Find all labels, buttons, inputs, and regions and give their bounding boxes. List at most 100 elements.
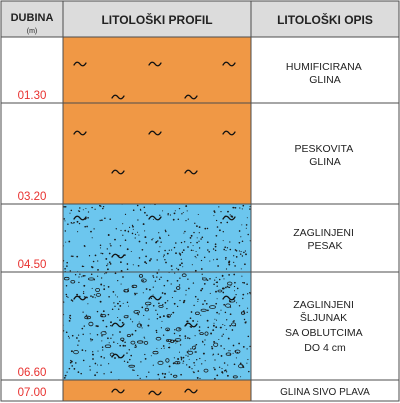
- depth-label-layer-1: 01.30: [18, 90, 47, 102]
- sand-grain: [226, 319, 228, 321]
- sand-grain: [168, 365, 171, 368]
- sand-grain: [83, 291, 85, 293]
- sand-grain: [67, 223, 69, 226]
- sand-grain: [242, 293, 245, 296]
- sand-grain: [152, 304, 155, 307]
- sand-grain: [192, 319, 195, 322]
- sand-grain: [228, 260, 231, 263]
- sand-grain: [229, 214, 231, 216]
- sand-grain: [209, 292, 211, 294]
- sand-grain: [234, 249, 237, 251]
- sand-grain: [146, 305, 148, 307]
- sand-grain: [244, 250, 247, 252]
- sand-grain: [213, 368, 216, 371]
- sand-grain: [112, 291, 115, 293]
- sand-grain: [210, 332, 213, 335]
- depth-label-layer-3: 04.50: [18, 259, 47, 271]
- sand-grain: [92, 260, 95, 263]
- sand-grain: [90, 340, 92, 342]
- sand-grain: [129, 358, 131, 361]
- clay-wave-symbol: [222, 130, 236, 136]
- sand-grain: [107, 313, 110, 316]
- pebble: [70, 280, 76, 284]
- sand-grain: [176, 305, 179, 308]
- sand-grain: [143, 314, 145, 317]
- sand-grain: [80, 372, 82, 375]
- sand-grain: [214, 318, 216, 320]
- sand-grain: [145, 288, 148, 290]
- pebble: [131, 284, 138, 288]
- sand-grain: [116, 296, 118, 298]
- sand-grain: [117, 316, 119, 319]
- pebble: [232, 375, 238, 379]
- sand-grain: [170, 283, 172, 285]
- sand-grain: [190, 242, 192, 244]
- sand-grain: [203, 256, 206, 259]
- sand-grain: [167, 347, 170, 349]
- sand-grain: [164, 259, 166, 261]
- sand-grain: [179, 299, 181, 302]
- sand-grain: [207, 326, 209, 329]
- sand-grain: [243, 318, 246, 321]
- sand-grain: [187, 278, 189, 280]
- sand-grain: [126, 263, 129, 265]
- sand-grain: [196, 359, 198, 361]
- clay-wave-symbol: [73, 61, 87, 67]
- sand-grain: [220, 221, 222, 224]
- clay-wave-symbol: [73, 130, 87, 136]
- sand-grain: [93, 228, 95, 230]
- sand-grain: [134, 292, 136, 295]
- sand-grain: [150, 297, 153, 300]
- sand-grain: [199, 377, 201, 380]
- sand-grain: [160, 347, 162, 350]
- pebble: [225, 352, 232, 356]
- sand-grain: [188, 358, 190, 360]
- clay-wave-symbol: [184, 322, 198, 328]
- sand-grain: [182, 301, 185, 304]
- sand-grain: [65, 285, 68, 287]
- sand-grain: [115, 228, 117, 230]
- sand-grain: [215, 319, 218, 321]
- sand-grain: [195, 257, 197, 259]
- sand-grain: [172, 218, 175, 221]
- sand-grain: [122, 223, 124, 225]
- sand-grain: [220, 354, 223, 357]
- sand-grain: [87, 211, 90, 213]
- clay-wave-symbol: [148, 295, 162, 301]
- sand-grain: [101, 219, 103, 222]
- sand-grain: [204, 299, 206, 302]
- sand-grain: [223, 303, 226, 306]
- sand-grain: [164, 301, 167, 304]
- sand-grain: [222, 333, 224, 335]
- sand-grain: [127, 305, 130, 307]
- sand-grain: [140, 361, 142, 363]
- pebble: [123, 315, 129, 319]
- sand-grain: [242, 204, 245, 207]
- sand-grain: [131, 333, 134, 336]
- sand-grain: [109, 218, 111, 220]
- pebble: [234, 349, 241, 354]
- sand-grain: [214, 377, 216, 380]
- sand-grain: [181, 251, 184, 254]
- sand-grain: [76, 220, 79, 223]
- sand-grain: [137, 219, 139, 221]
- sand-grain: [138, 257, 141, 259]
- sand-grain: [134, 346, 136, 349]
- sand-grain: [138, 234, 140, 236]
- sand-grain: [224, 246, 226, 248]
- sand-grain: [232, 344, 235, 347]
- sand-grain: [128, 349, 131, 351]
- sand-grain: [201, 287, 204, 290]
- sand-grain: [178, 284, 181, 286]
- sand-grain: [144, 353, 146, 356]
- sand-grain: [194, 269, 197, 272]
- sand-grain: [206, 227, 209, 230]
- sand-grain: [193, 371, 195, 374]
- sand-grain: [144, 211, 146, 214]
- description-layer-2: PESKOVITA GLINA: [294, 143, 355, 168]
- sand-grain: [215, 326, 218, 329]
- sand-grain: [73, 368, 76, 370]
- sand-grain: [174, 272, 176, 274]
- sand-grain: [93, 294, 95, 296]
